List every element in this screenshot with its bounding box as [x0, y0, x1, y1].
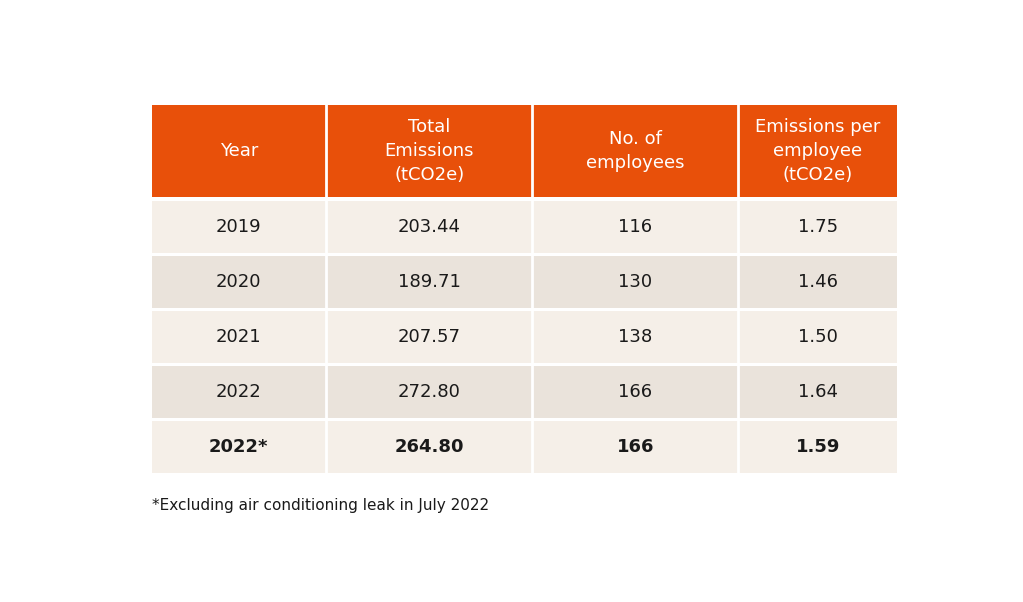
Text: Year: Year	[220, 142, 258, 160]
Bar	[326, 256, 532, 308]
Bar	[532, 200, 739, 253]
Text: 207.57: 207.57	[398, 328, 460, 346]
Text: 272.80: 272.80	[398, 383, 460, 401]
Bar	[151, 256, 326, 308]
Text: 166: 166	[617, 438, 654, 456]
Text: *Excluding air conditioning leak in July 2022: *Excluding air conditioning leak in July…	[151, 498, 489, 513]
Bar	[151, 311, 326, 363]
Bar	[326, 366, 532, 418]
Text: 1.46: 1.46	[798, 273, 838, 291]
Text: 203.44: 203.44	[398, 217, 460, 235]
Text: 166: 166	[618, 383, 653, 401]
Bar	[151, 200, 326, 253]
Bar	[326, 311, 532, 363]
Text: Total
Emissions
(tCO2e): Total Emissions (tCO2e)	[385, 118, 474, 184]
Bar	[532, 256, 739, 308]
Bar	[739, 421, 897, 473]
Bar	[326, 200, 532, 253]
Bar	[532, 421, 739, 473]
Text: 2020: 2020	[216, 273, 262, 291]
Text: 264.80: 264.80	[395, 438, 463, 456]
Text: 1.64: 1.64	[798, 383, 838, 401]
Text: 2022*: 2022*	[209, 438, 269, 456]
Bar	[326, 105, 532, 197]
Bar	[532, 366, 739, 418]
Bar	[532, 311, 739, 363]
Bar	[739, 105, 897, 197]
Text: 2021: 2021	[216, 328, 262, 346]
Text: 116: 116	[618, 217, 653, 235]
Bar	[151, 105, 326, 197]
Text: No. of
employees: No. of employees	[586, 130, 684, 172]
Bar	[739, 311, 897, 363]
Bar	[739, 366, 897, 418]
Bar	[326, 421, 532, 473]
Text: 1.50: 1.50	[798, 328, 838, 346]
Text: Emissions per
employee
(tCO2e): Emissions per employee (tCO2e)	[755, 118, 881, 184]
Text: 138: 138	[618, 328, 653, 346]
Text: 1.59: 1.59	[796, 438, 840, 456]
Text: 2022: 2022	[216, 383, 262, 401]
Bar	[739, 256, 897, 308]
Bar	[739, 200, 897, 253]
Bar	[151, 366, 326, 418]
Text: 2019: 2019	[216, 217, 262, 235]
Text: 1.75: 1.75	[798, 217, 838, 235]
Bar	[151, 421, 326, 473]
Bar	[532, 105, 739, 197]
Text: 189.71: 189.71	[398, 273, 460, 291]
Text: 130: 130	[618, 273, 653, 291]
